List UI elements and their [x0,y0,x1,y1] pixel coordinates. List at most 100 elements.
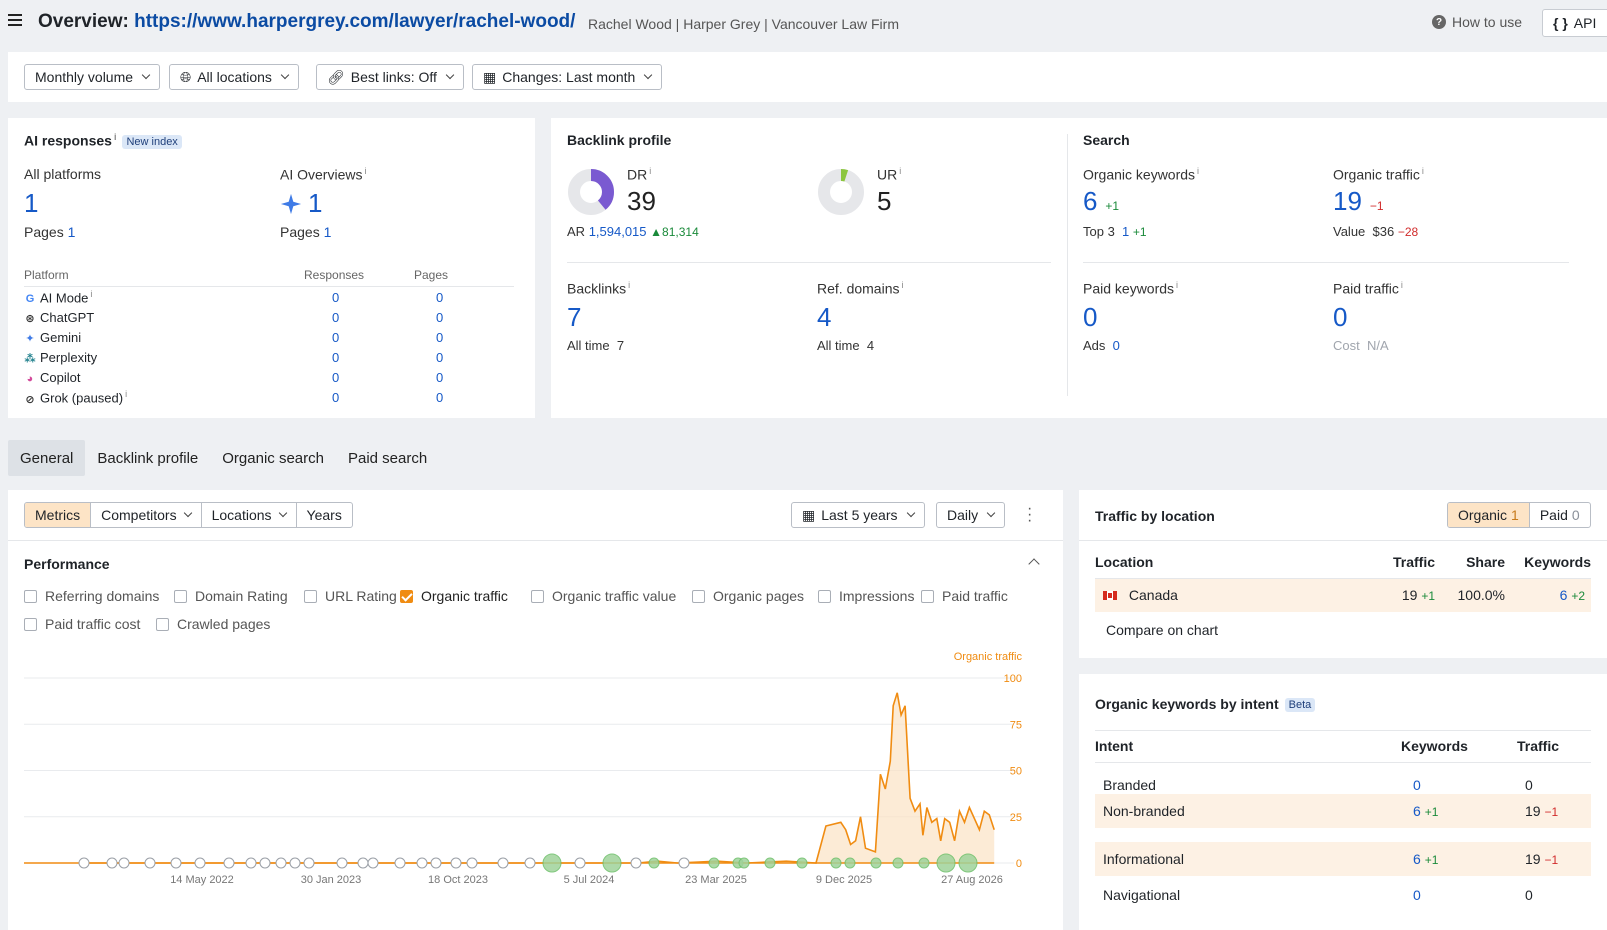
how-to-use-link[interactable]: ? How to use [1432,14,1522,30]
interval-dropdown[interactable]: Daily [936,502,1006,528]
competitors-dropdown[interactable]: Competitors [91,503,202,527]
more-options-icon[interactable]: · · · [1027,500,1033,529]
collapse-icon[interactable] [1028,558,1040,570]
info-icon[interactable]: i [628,280,631,290]
table-row[interactable]: Navigational 0 0 [1095,878,1591,912]
platform-icon: G [25,293,35,306]
info-icon[interactable]: i [649,166,652,176]
ref-domains-value[interactable]: 4 [817,302,832,332]
search-title: Search [1083,132,1130,148]
intent-keywords: 0 [1413,777,1421,793]
responses-count[interactable]: 0 [332,329,340,345]
responses-count[interactable]: 0 [332,389,340,405]
title-prefix: Overview: [38,11,129,32]
annotation-marker [936,853,956,873]
volume-dropdown[interactable]: Monthly volume [24,64,161,90]
dr-donut-fill [568,169,614,215]
pages-count[interactable]: 0 [436,309,444,325]
changes-dropdown[interactable]: ▦ Changes: Last month [472,64,663,90]
menu-icon[interactable] [8,14,22,27]
new-index-badge: New index [122,134,182,149]
ads-value[interactable]: 0 [1112,338,1120,353]
chevron-down-icon [278,508,287,518]
annotation-marker [870,857,882,869]
ar-value[interactable]: 1,594,015 [588,224,647,239]
table-row: ✦ Gemini 0 0 [24,327,514,347]
pages-count[interactable]: 0 [436,389,444,405]
backlinks-value[interactable]: 7 [567,302,582,332]
responses-count[interactable]: 0 [332,369,340,385]
responses-count[interactable]: 0 [332,309,340,325]
locations-chart-dropdown[interactable]: Locations [202,503,297,527]
checkbox-domain-rating[interactable]: Domain Rating [174,588,288,604]
responses-count[interactable]: 0 [332,289,340,305]
table-row[interactable]: Non-branded 6 +1 19 −1 [1095,794,1591,828]
pages-count[interactable]: 0 [436,329,444,345]
paid-keywords-value[interactable]: 0 [1083,302,1098,332]
info-icon[interactable]: i [901,280,904,290]
best-links-dropdown[interactable]: 🔗︎ Best links: Off [316,64,464,90]
locations-dropdown[interactable]: 🌐︎ All locations [169,64,299,90]
annotation-marker [542,853,562,873]
col-responses: Responses [304,268,414,287]
checkbox-icon [304,590,317,603]
paid-toggle[interactable]: Paid 0 [1539,507,1580,523]
info-icon[interactable]: i [90,289,93,299]
organic-keywords-value[interactable]: 6 [1083,186,1098,216]
info-icon[interactable]: i [1197,166,1200,176]
tab-paid-search[interactable]: Paid search [347,449,428,467]
info-icon[interactable]: i [899,166,902,176]
chevron-down-icon [183,508,192,518]
performance-title: Performance [24,556,110,572]
top3-metric: Top 3 1 +1 [1083,224,1147,239]
organic-toggle[interactable]: Organic 1 [1448,503,1530,527]
how-to-use-label: How to use [1452,14,1523,30]
paid-traffic-value[interactable]: 0 [1333,302,1348,332]
tab-general[interactable]: General [8,440,86,476]
info-icon[interactable]: i [1176,280,1179,290]
info-icon[interactable]: i [364,166,367,176]
info-icon[interactable]: i [125,389,128,400]
top3-value[interactable]: 1 [1122,224,1130,239]
checkbox-crawled-pages[interactable]: Crawled pages [156,616,270,632]
tab-organic-search[interactable]: Organic search [222,449,324,467]
table-row[interactable]: Canada 19 +1 100.0% 6 +2 [1095,578,1591,612]
checkbox-organic-traffic-value[interactable]: Organic traffic value [531,588,676,604]
api-button[interactable]: { } API [1542,9,1607,37]
date-range-dropdown[interactable]: ▦ Last 5 years [791,502,925,528]
overviews-pages-count[interactable]: 1 [323,224,332,240]
checkbox-paid-traffic[interactable]: Paid traffic [921,588,1008,604]
annotation-marker [796,857,808,869]
info-icon[interactable]: i [1400,280,1403,290]
checkbox-impressions[interactable]: Impressions [818,588,914,604]
checkbox-organic-pages[interactable]: Organic pages [692,588,804,604]
pages-count[interactable]: 0 [436,289,444,305]
table-row: ⁂ Perplexity 0 0 [24,347,514,367]
checkbox-url-rating[interactable]: URL Rating [304,588,397,604]
all-platforms-value[interactable]: 1 [24,188,39,218]
checkbox-paid-traffic-cost[interactable]: Paid traffic cost [24,616,140,632]
table-row[interactable]: Branded 0 0 [1095,768,1591,802]
annotation-marker [194,857,206,869]
pages-count[interactable]: 0 [436,369,444,385]
all-pages-count[interactable]: 1 [67,224,76,240]
info-icon[interactable]: i [1421,166,1424,176]
traffic-by-location-card: Traffic by location Organic 1 Paid 0 Loc… [1079,490,1607,658]
info-icon[interactable]: i [113,132,117,142]
table-row[interactable]: Informational 6 +1 19 −1 [1095,842,1591,876]
metrics-tab[interactable]: Metrics [25,503,92,527]
responses-count[interactable]: 0 [332,349,340,365]
tab-backlink-profile[interactable]: Backlink profile [97,449,199,467]
ai-overviews-value[interactable]: 1 [308,188,323,218]
ar-change: ▲81,314 [650,225,699,239]
checkbox-referring-domains[interactable]: Referring domains [24,588,159,604]
col-intent-traffic: Traffic [1517,738,1560,754]
ref-domains-all-time: All time 4 [817,338,875,353]
years-tab[interactable]: Years [306,507,342,523]
compare-on-chart-link[interactable]: Compare on chart [1106,622,1219,638]
checkbox-organic-traffic[interactable]: Organic traffic [400,588,508,604]
pages-count[interactable]: 0 [436,349,444,365]
target-url-link[interactable]: https://www.harpergrey.com/lawyer/rachel… [134,11,576,32]
annotation-marker [764,857,776,869]
organic-traffic-value[interactable]: 19 [1333,186,1362,216]
